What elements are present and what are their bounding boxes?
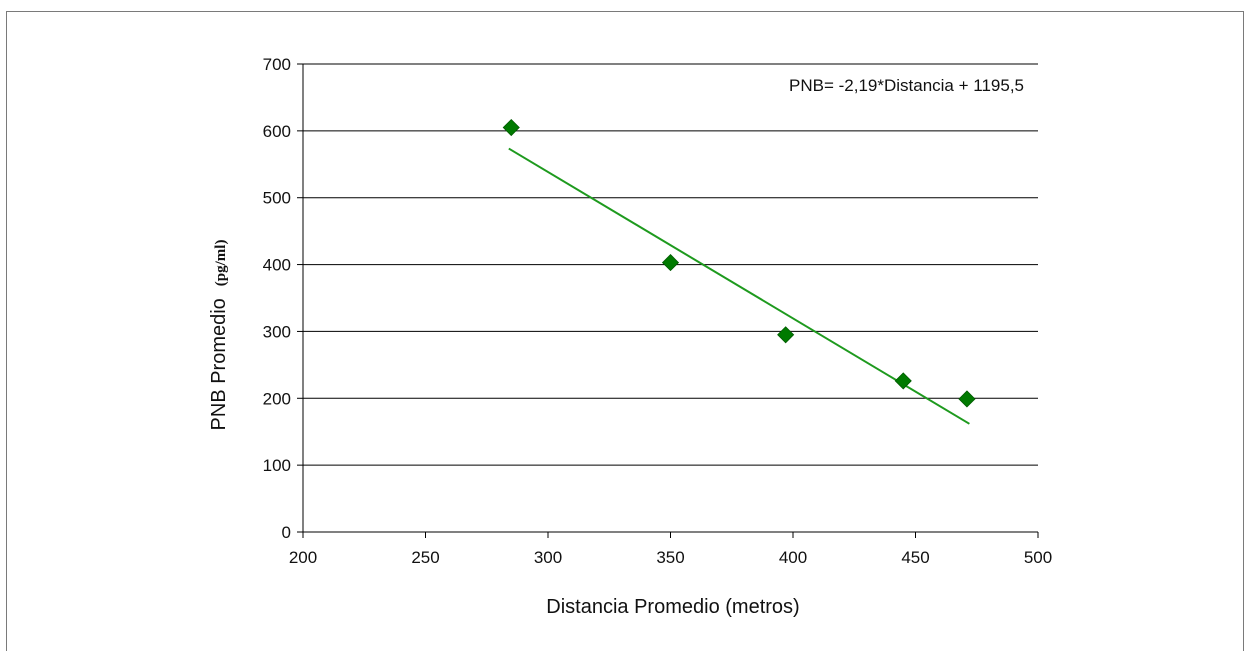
x-axis-title: Distancia Promedio (metros) (546, 596, 799, 618)
x-tick-label-500: 500 (1024, 548, 1052, 567)
chart-frame (6, 11, 1244, 651)
data-point-4 (894, 372, 912, 390)
x-tick-labels: 200 250 300 350 400 450 500 (289, 548, 1052, 567)
y-axis-title-main: PNB Promedio (208, 298, 230, 430)
data-point-1 (502, 118, 520, 137)
y-tick-label-0: 0 (282, 523, 291, 542)
y-tick-label-400: 400 (263, 256, 291, 275)
data-point-3 (777, 326, 795, 344)
x-tick-label-350: 350 (656, 548, 684, 567)
trendline (508, 147, 970, 425)
y-tick-labels: 0 100 200 300 400 500 600 700 (263, 55, 291, 542)
y-axis-title: PNB Promedio (pg/ml) (208, 240, 230, 431)
trendline-group (508, 147, 970, 425)
y-axis-title-unit: (pg/ml) (213, 240, 229, 287)
data-point-2 (661, 254, 680, 272)
x-tick-label-250: 250 (411, 548, 439, 567)
y-tick-label-200: 200 (263, 389, 291, 408)
data-points (502, 118, 976, 408)
y-tick-label-600: 600 (263, 122, 291, 141)
trendline-equation: PNB= -2,19*Distancia + 1195,5 (789, 76, 1024, 95)
plot-background (303, 64, 1038, 597)
y-tick-label-300: 300 (263, 322, 291, 341)
x-tick-label-200: 200 (289, 548, 317, 567)
x-tick-label-400: 400 (779, 548, 807, 567)
x-tick-label-450: 450 (901, 548, 929, 567)
y-tick-label-700: 700 (263, 55, 291, 74)
axes (297, 63, 1039, 538)
y-tick-label-500: 500 (263, 189, 291, 208)
y-tick-label-100: 100 (263, 456, 291, 475)
x-tick-label-300: 300 (534, 548, 562, 567)
data-point-5 (958, 390, 976, 408)
